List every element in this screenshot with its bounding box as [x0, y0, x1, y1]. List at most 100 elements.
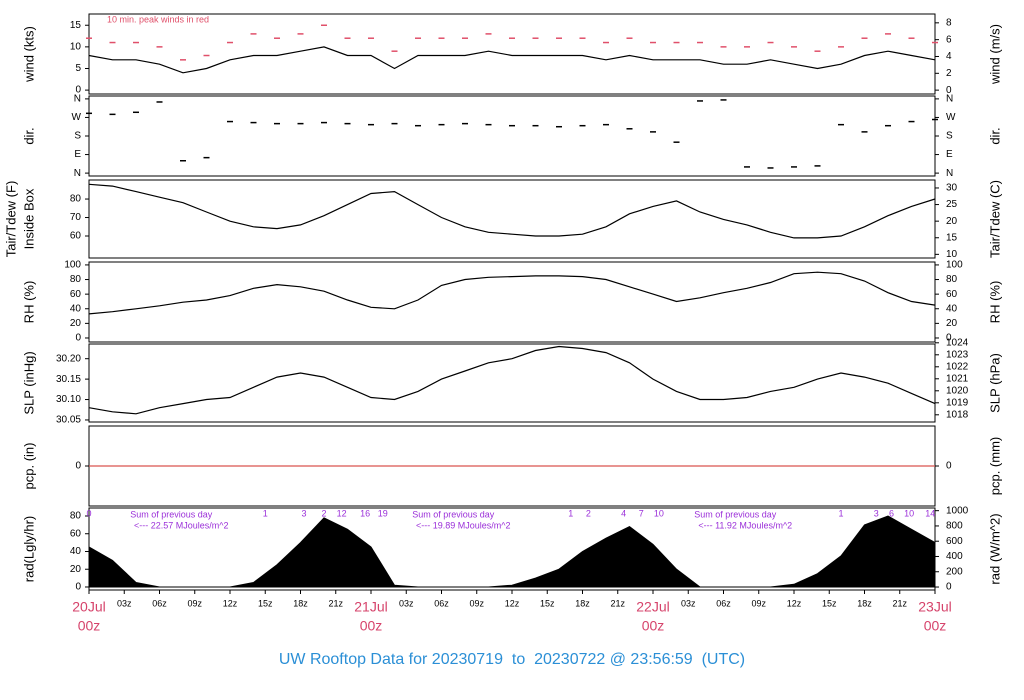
y-tick-label: 40: [70, 546, 82, 557]
data-line: [88, 345, 936, 415]
count-label: 1: [568, 508, 573, 518]
y2-tick-label: 400: [946, 551, 963, 562]
x-tick-label: 15z: [540, 598, 555, 608]
panel-frame: [88, 13, 936, 95]
y2-tick-label: N: [946, 168, 953, 179]
x-tick-label: 15z: [822, 598, 837, 608]
x-tick-label: 00z: [642, 618, 665, 634]
y2-axis-title: wind (m/s): [987, 24, 1002, 85]
y-tick-label: 80: [70, 511, 82, 522]
y2-tick-label: 600: [946, 536, 963, 547]
data-line: [88, 271, 936, 315]
daily-sum: Sum of previous day: [130, 509, 213, 519]
y2-tick-label: 1018: [946, 409, 969, 420]
x-tick-label: 06z: [716, 598, 731, 608]
y2-tick-label: 1023: [946, 349, 969, 360]
daily-sum: <--- 19.89 MJoules/m^2: [416, 520, 511, 530]
count-label: 19: [378, 508, 388, 518]
count-label: 16: [360, 508, 370, 518]
count-label: 6: [889, 508, 894, 518]
y2-tick-label: 0: [946, 461, 952, 472]
x-tick-label: 21z: [328, 598, 343, 608]
y2-axis-title: RH (%): [987, 281, 1002, 324]
count-label: 2: [321, 508, 326, 518]
y2-axis-title: dir.: [987, 127, 1002, 144]
daily-sum: Sum of previous day: [412, 509, 495, 519]
y2-tick-label: 10: [946, 249, 958, 260]
count-label: 3: [874, 508, 879, 518]
footer-title: UW Rooftop Data for 20230719 to 20230722…: [279, 651, 745, 668]
y2-tick-label: 0: [946, 85, 952, 96]
y2-tick-label: 80: [946, 274, 958, 285]
y-tick-label: 0: [75, 85, 81, 96]
y-tick-label: 30.05: [56, 415, 81, 426]
y-tick-label: 0: [75, 582, 81, 593]
panel-frame: [88, 179, 936, 259]
x-tick-label: 00z: [78, 618, 101, 634]
y2-tick-label: 6: [946, 34, 952, 45]
y2-tick-label: 8: [946, 17, 952, 28]
y-tick-label: 20: [70, 318, 82, 329]
y2-tick-label: S: [946, 131, 953, 142]
count-label: 12: [337, 508, 347, 518]
x-tick-label: 09z: [751, 598, 766, 608]
y-axis-title: RH (%): [21, 281, 36, 324]
y-tick-label: E: [74, 149, 81, 160]
x-tick-label: 00z: [924, 618, 947, 634]
y-tick-label: N: [74, 94, 81, 105]
y2-tick-label: 1021: [946, 373, 969, 384]
day-label: 21Jul: [354, 599, 387, 615]
y-tick-label: 20: [70, 564, 82, 575]
y-axis-title: dir.: [21, 127, 36, 144]
day-label: 20Jul: [72, 599, 105, 615]
y-axis-title: pcp. (in): [21, 443, 36, 490]
y-tick-label: 30.15: [56, 374, 81, 385]
x-tick-label: 21z: [610, 598, 625, 608]
y2-tick-label: 200: [946, 566, 963, 577]
data-line: [88, 46, 936, 74]
panel-frame: [88, 261, 936, 343]
panel-frame: [88, 343, 936, 423]
y2-tick-label: 20: [946, 318, 958, 329]
y2-tick-label: 800: [946, 521, 963, 532]
y2-axis-title: Tair/Tdew (C): [987, 180, 1002, 258]
annotation: 10 min. peak winds in red: [107, 14, 209, 24]
y2-tick-label: 1019: [946, 397, 969, 408]
y2-axis-title: pcp. (mm): [987, 437, 1002, 496]
y2-tick-label: 1024: [946, 337, 969, 348]
x-tick-label: 12z: [787, 598, 802, 608]
data-line: [88, 183, 936, 239]
y2-tick-label: E: [946, 149, 953, 160]
day-label: 23Jul: [918, 599, 951, 615]
x-tick-label: 03z: [117, 598, 132, 608]
y-tick-label: 100: [64, 260, 81, 271]
y-tick-label: 60: [70, 528, 82, 539]
y-tick-label: 15: [70, 20, 82, 31]
y-tick-label: 5: [75, 63, 81, 74]
daily-sum: Sum of previous day: [694, 509, 777, 519]
y-axis-title: Tair/Tdew (F): [3, 181, 18, 258]
y2-axis-title: SLP (hPa): [987, 353, 1002, 413]
x-tick-label: 18z: [857, 598, 872, 608]
x-tick-label: 06z: [434, 598, 449, 608]
y2-tick-label: 100: [946, 260, 963, 271]
y2-tick-label: 1022: [946, 361, 969, 372]
count-label: 2: [586, 508, 591, 518]
y-tick-label: 60: [70, 289, 82, 300]
y2-tick-label: 20: [946, 216, 958, 227]
y2-tick-label: 15: [946, 232, 958, 243]
y2-tick-label: N: [946, 94, 953, 105]
y-tick-label: 0: [75, 333, 81, 344]
y-axis-title: wind (kts): [21, 26, 36, 83]
y-tick-label: W: [72, 112, 82, 123]
y2-axis-title: rad (W/m^2): [987, 513, 1002, 584]
y-axis-title: SLP (inHg): [21, 351, 36, 414]
daily-sum: <--- 11.92 MJoules/m^2: [698, 520, 792, 530]
y-axis-title: Inside Box: [21, 188, 36, 249]
daily-sum: <--- 22.57 MJoules/m^2: [134, 520, 229, 530]
y2-tick-label: 1020: [946, 385, 969, 396]
y-axis-title: rad(Lgly/hr): [21, 516, 36, 582]
x-tick-label: 09z: [469, 598, 484, 608]
count-label: 10: [654, 508, 664, 518]
